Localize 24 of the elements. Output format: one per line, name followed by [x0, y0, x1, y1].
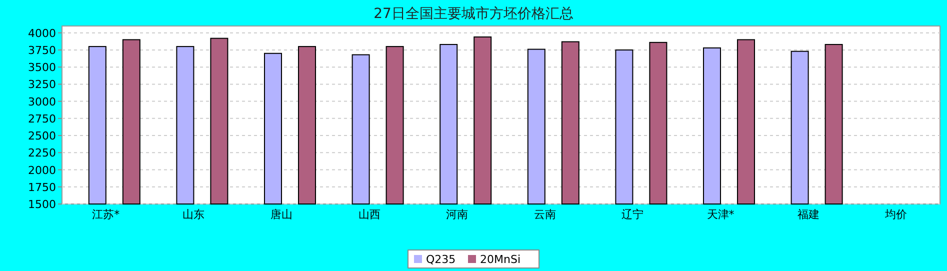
- legend-label: 20MnSi: [480, 253, 520, 266]
- x-tick-label: 福建: [797, 208, 820, 221]
- x-tick-label: 山西: [358, 208, 380, 221]
- chart-title: 27日全国主要城市方坯价格汇总: [374, 6, 574, 22]
- y-tick-label: 1500: [28, 198, 56, 211]
- x-tick-label: 均价: [884, 208, 908, 221]
- y-tick-label: 2250: [28, 146, 56, 160]
- x-tick-label: 山东: [182, 208, 205, 221]
- y-tick-label: 4000: [28, 26, 56, 40]
- x-tick-label: 云南: [534, 208, 556, 221]
- x-tick-label: 唐山: [270, 208, 292, 221]
- y-tick-label: 3750: [28, 44, 56, 57]
- y-tick-label: 2000: [28, 164, 56, 177]
- y-tick-label: 3500: [28, 61, 56, 74]
- y-tick-label: 2750: [28, 112, 56, 126]
- y-tick-label: 2500: [28, 130, 56, 143]
- x-tick-label: 辽宁: [622, 208, 644, 221]
- y-tick-label: 3250: [28, 78, 56, 92]
- y-tick-label: 1750: [28, 180, 56, 194]
- y-tick-label: 3000: [28, 95, 56, 108]
- legend-label: Q235: [426, 253, 456, 266]
- x-tick-label: 河南: [446, 208, 468, 221]
- x-tick-label: 天津*: [706, 208, 735, 221]
- x-tick-label: 江苏*: [92, 208, 120, 221]
